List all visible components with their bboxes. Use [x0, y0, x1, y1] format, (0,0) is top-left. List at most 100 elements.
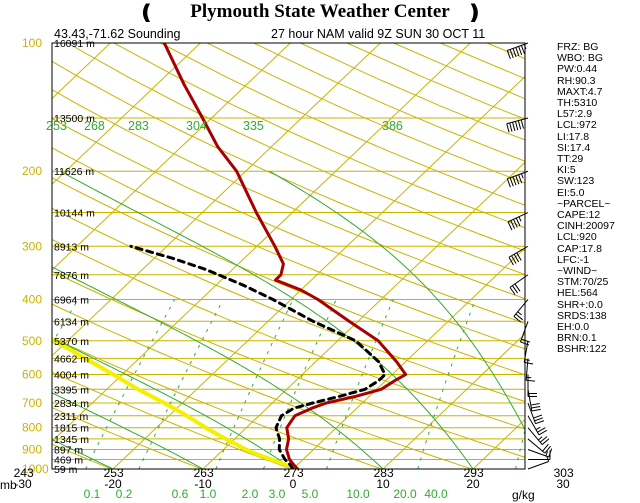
wind-barb	[527, 427, 550, 445]
index-line: HEL:564	[557, 287, 598, 300]
height-label: 2311 m	[54, 411, 88, 423]
height-label: 469 m	[54, 455, 83, 467]
theta-top-label: 386	[382, 119, 403, 133]
mixing-ratio-label: 2.0	[242, 487, 259, 501]
mixing-ratio-line	[138, 299, 224, 469]
index-line: MAXT:4.7	[557, 85, 603, 98]
height-label: 7876 m	[54, 270, 89, 282]
left-logo-icon: ❪	[138, 2, 155, 24]
theta-bottom-label: 243	[14, 466, 34, 480]
theta-top-label: 304	[186, 119, 207, 133]
isotherm	[292, 247, 525, 469]
temperature-tick-label: 20	[466, 477, 480, 491]
height-label: 59 m	[54, 464, 78, 476]
theta-top-label: 335	[243, 119, 264, 133]
temperature-tick-label: 30	[556, 477, 570, 491]
right-logo-icon: ❫	[466, 2, 483, 24]
dry-adiabat	[52, 207, 525, 403]
theta-bottom-label: 293	[464, 466, 484, 480]
height-label: 2834 m	[54, 398, 89, 410]
index-line: LCL:920	[557, 231, 597, 244]
theta-bottom-label: 253	[104, 466, 124, 480]
isotherm	[202, 161, 525, 469]
isotherm	[52, 43, 201, 185]
isotherm	[52, 43, 291, 271]
pressure-tick-label: 1000	[22, 462, 49, 476]
pressure-tick-label: 700	[22, 396, 42, 410]
page-title: Plymouth State Weather Center	[190, 1, 450, 22]
dry-adiabat	[52, 407, 202, 469]
height-label: 5370 m	[54, 336, 89, 348]
pressure-tick-label: 300	[22, 239, 42, 253]
height-label: 8913 m	[54, 241, 89, 253]
wind-barb	[527, 438, 552, 454]
plot-frame	[51, 42, 526, 470]
theta-bottom-label: 273	[284, 466, 304, 480]
wind-barb	[527, 456, 550, 470]
dry-adiabat	[52, 337, 382, 469]
height-label: 6134 m	[54, 316, 89, 328]
moist-adiabat	[52, 337, 294, 469]
dry-adiabat	[52, 147, 525, 350]
pressure-tick-label: 800	[22, 421, 42, 435]
index-line: SW:123	[557, 175, 595, 188]
isotherm	[382, 333, 525, 469]
index-line: EH:0.0	[557, 321, 590, 334]
pressure-tick-label: 500	[22, 334, 42, 348]
index-line: L57:2.9	[557, 108, 593, 121]
index-line: FRZ: BG	[557, 41, 599, 53]
index-line: SHR+:0.0	[557, 298, 603, 311]
height-label: 10144 m	[54, 208, 95, 220]
moist-adiabat	[52, 266, 384, 469]
height-label: 6964 m	[54, 294, 89, 306]
mixing-ratio-label: 20.0	[393, 487, 417, 501]
wind-barb	[527, 415, 548, 436]
mixing-ratio-label: 0.2	[116, 487, 133, 501]
parcel-series-line	[52, 336, 300, 469]
isotherm	[52, 43, 381, 357]
wind-barb	[513, 299, 529, 323]
theta-top-label: 283	[128, 119, 149, 133]
dry-adiabat	[0, 43, 22, 469]
isotherm	[52, 43, 471, 443]
dry-adiabat	[113, 43, 525, 229]
index-line: EI:5.0	[557, 186, 585, 199]
index-line: CINH:20097	[557, 220, 615, 233]
index-line: LI:17.8	[557, 130, 590, 143]
mixing-ratio-label: 0.6	[172, 487, 189, 501]
mixing-ratio-line	[85, 299, 176, 469]
index-line: BSHR:122	[557, 343, 607, 356]
index-line: LCL:972	[557, 119, 597, 132]
index-line: KI:5	[557, 164, 576, 177]
mixing-ratio-unit-label: g/kg	[512, 488, 535, 502]
moist-adiabat	[60, 170, 474, 469]
chart-curves	[52, 43, 408, 469]
isotherm	[0, 43, 20, 469]
theta-bottom-label: 283	[374, 466, 394, 480]
theta-bottom-label: 303	[554, 466, 574, 480]
wind-barb	[527, 389, 541, 412]
theta-top-label: 268	[84, 119, 105, 133]
temperature-tick-label: -10	[194, 477, 212, 491]
dry-adiabat	[67, 43, 525, 252]
height-label: 3395 m	[54, 384, 89, 396]
height-label: 1815 m	[54, 423, 89, 435]
temperature-tick-label: 10	[376, 477, 390, 491]
model-info-label: 27 hour NAM valid 9Z SUN 30 OCT 11	[271, 27, 486, 41]
pressure-unit-label: mb	[0, 478, 17, 492]
dry-adiabat	[52, 371, 292, 469]
wind-barb	[527, 402, 545, 425]
theta-bottom-label: 263	[194, 466, 214, 480]
dry-adiabat	[52, 270, 525, 458]
height-label: 4662 m	[54, 353, 89, 365]
temperature-tick-label: -20	[104, 477, 122, 491]
index-line: ~PARCEL~	[557, 197, 611, 210]
index-line: TH:5310	[557, 97, 598, 110]
pressure-tick-label: 200	[22, 164, 42, 178]
dry-adiabat	[52, 89, 525, 300]
location-label: 43.43,-71.62 Sounding	[54, 27, 181, 41]
mixing-ratio-line	[515, 428, 525, 469]
height-label: 897 m	[54, 445, 83, 457]
wind-barb	[525, 358, 536, 382]
